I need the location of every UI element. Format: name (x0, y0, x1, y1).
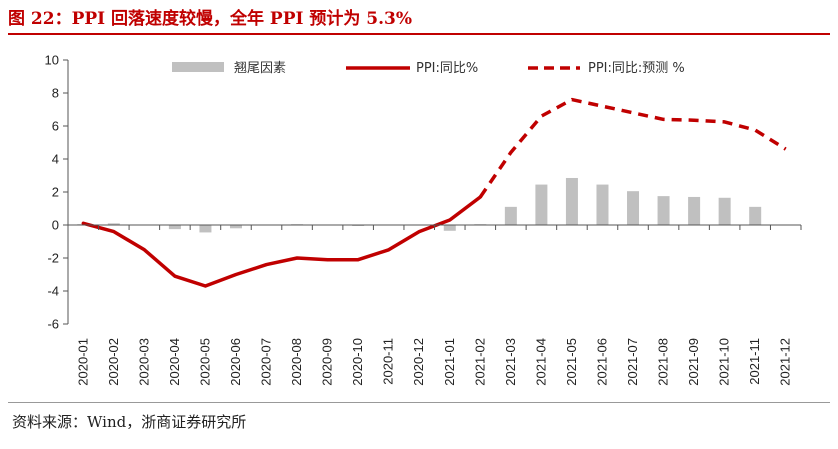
y-tick-label: 6 (52, 119, 59, 134)
chart-title: 图 22：PPI 回落速度较慢，全年 PPI 预计为 5.3% (8, 9, 413, 29)
bar (565, 177, 578, 225)
x-tick-label: 2021-04 (533, 338, 548, 386)
bar (718, 197, 731, 225)
legend-line-label: PPI:同比% (416, 61, 478, 76)
title-divider (8, 33, 830, 35)
x-tick-label: 2021-01 (442, 338, 457, 386)
x-tick-label: 2020-10 (350, 338, 365, 386)
bar (688, 196, 701, 225)
x-tick-label: 2021-05 (564, 338, 579, 386)
ppi-line (81, 195, 483, 288)
bar (443, 225, 456, 231)
bar (229, 225, 242, 229)
x-tick-label: 2021-07 (625, 338, 640, 386)
bar (657, 196, 670, 225)
x-tick-label: 2021-03 (503, 338, 518, 386)
x-tick-label: 2020-08 (289, 338, 304, 386)
bar (168, 225, 181, 230)
y-tick-label: -2 (47, 251, 59, 266)
x-tick-label: 2021-02 (472, 338, 487, 386)
x-tick-label: 2020-01 (75, 338, 90, 386)
x-tick-label: 2021-10 (717, 338, 732, 386)
x-tick-label: 2021-06 (594, 338, 609, 386)
axes (63, 59, 802, 325)
x-axis-ticks: 2020-01 2020-02 2020-03 2020-04 2020-05 2020-… (75, 338, 792, 386)
bar (627, 191, 640, 225)
source-note: 资料来源：Wind，浙商证券研究所 (12, 413, 247, 431)
x-tick-label: 2020-11 (381, 338, 396, 385)
bar-series (77, 177, 762, 233)
x-tick-label: 2021-08 (656, 338, 671, 386)
bar (535, 184, 548, 225)
y-tick-label: -4 (47, 284, 59, 299)
x-tick-label: 2021-12 (778, 338, 793, 386)
legend: 翘尾因素 PPI:同比% PPI:同比:预测 % (172, 61, 685, 76)
source-divider (8, 402, 830, 403)
x-tick-label: 2021-09 (686, 338, 701, 386)
x-tick-label: 2020-05 (197, 338, 212, 386)
bar (504, 206, 517, 225)
x-tick-label: 2020-12 (411, 338, 426, 386)
bar (749, 206, 762, 225)
legend-bar-label: 翘尾因素 (234, 61, 286, 76)
bar (199, 225, 212, 233)
x-tick-label: 2020-06 (228, 338, 243, 386)
y-tick-label: 8 (52, 86, 59, 101)
x-tick-label: 2020-03 (136, 338, 151, 386)
forecast-line (478, 97, 787, 198)
legend-bar-swatch (172, 62, 224, 72)
y-tick-label: 10 (45, 53, 59, 68)
x-tick-label: 2020-04 (167, 338, 182, 386)
bar (596, 184, 609, 225)
y-tick-label: 2 (52, 185, 59, 200)
bar (107, 223, 120, 225)
x-tick-label: 2020-09 (320, 338, 335, 386)
line-series (81, 97, 787, 288)
y-tick-label: 4 (52, 152, 59, 167)
y-axis-ticks: -6 -4 -2 0 2 4 6 8 10 (45, 53, 59, 332)
legend-dashed-line-label: PPI:同比:预测 % (588, 61, 685, 76)
x-tick-label: 2021-11 (747, 338, 762, 385)
y-tick-label: -6 (47, 317, 59, 332)
x-tick-label: 2020-07 (259, 338, 274, 386)
y-tick-label: 0 (52, 218, 59, 233)
x-tick-label: 2020-02 (106, 338, 121, 386)
